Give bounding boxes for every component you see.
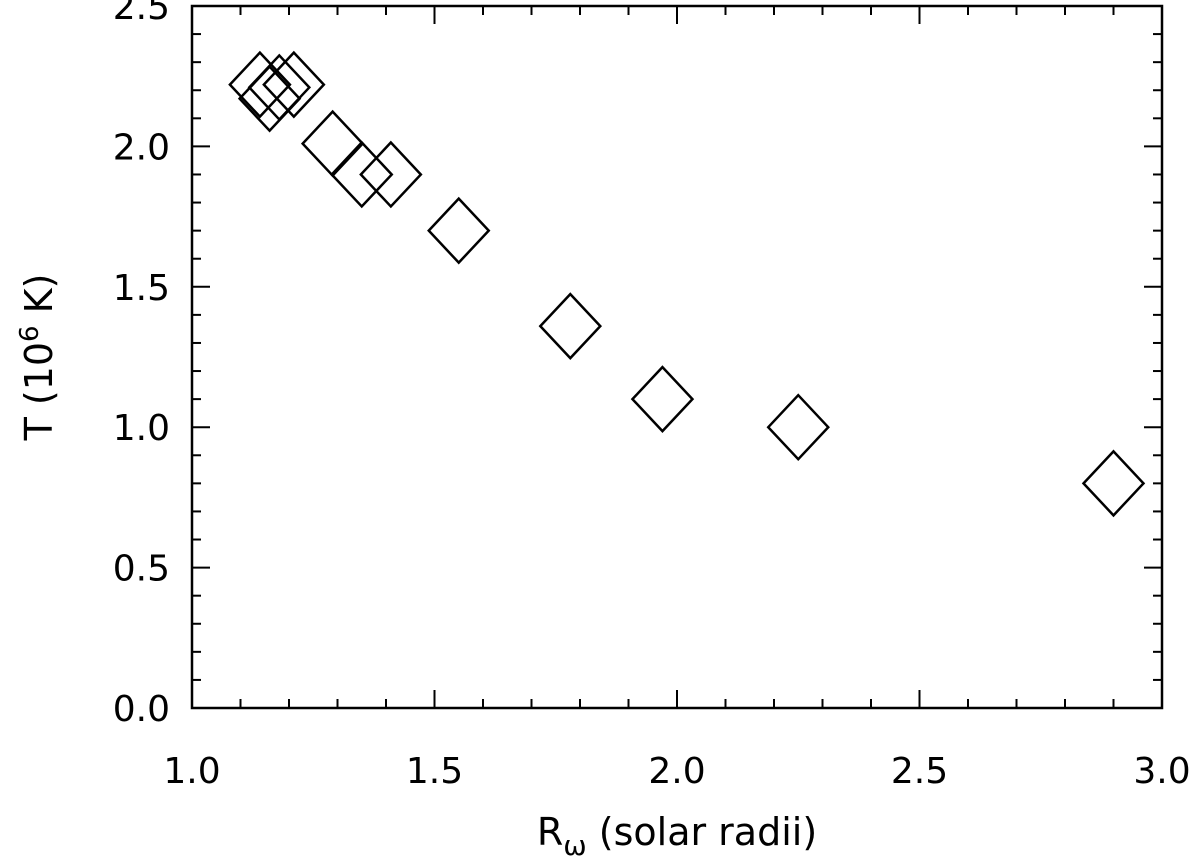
y-tick-label: 1.0	[113, 408, 170, 449]
data-point	[300, 109, 365, 178]
data-point	[427, 196, 491, 265]
y-tick-label: 0.0	[113, 689, 170, 730]
x-tick-label: 2.5	[891, 751, 948, 792]
x-tick-label: 1.5	[406, 751, 463, 792]
data-point	[228, 50, 292, 119]
data-points	[228, 50, 1146, 518]
data-point	[630, 365, 695, 433]
y-tick-label: 2.5	[113, 0, 170, 28]
data-point	[237, 64, 302, 133]
y-tick-label: 1.5	[113, 268, 170, 309]
x-tick-label: 1.0	[163, 751, 220, 792]
plot-frame	[190, 4, 1164, 710]
data-point	[1081, 449, 1146, 518]
data-point	[330, 140, 394, 209]
data-point	[262, 50, 326, 119]
x-tick-labels: 1.0 1.5 2.0 2.5 3.0	[163, 751, 1190, 792]
y-tick-labels: 0.0 0.5 1.0 1.5 2.0 2.5	[113, 0, 170, 730]
y-tick-label: 2.0	[113, 127, 170, 168]
data-point	[359, 140, 423, 209]
data-point	[538, 292, 603, 360]
x-tick-label: 2.0	[648, 751, 705, 792]
x-axis-label: Rω (solar radii)	[537, 810, 817, 862]
data-point	[247, 53, 312, 122]
axis-ticks	[191, 5, 1163, 709]
y-tick-label: 0.5	[113, 549, 170, 590]
y-axis-label: T (106 K)	[15, 274, 61, 442]
x-tick-label: 3.0	[1133, 751, 1190, 792]
data-point	[766, 393, 830, 462]
